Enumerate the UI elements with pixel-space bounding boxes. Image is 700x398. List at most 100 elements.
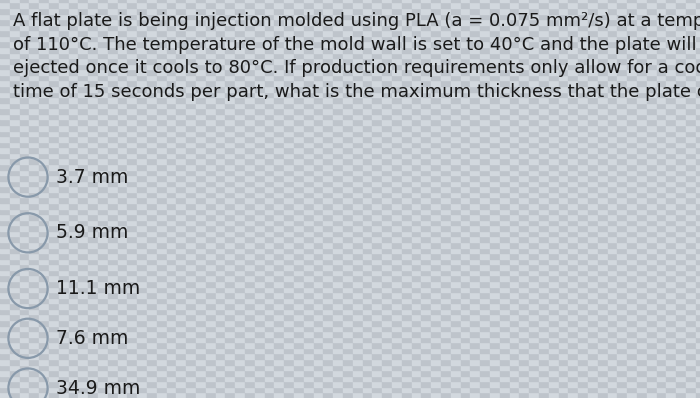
Bar bbox=[59, 80, 69, 86]
Bar bbox=[284, 303, 294, 309]
Bar bbox=[294, 75, 304, 80]
Bar bbox=[480, 253, 490, 259]
Bar bbox=[216, 47, 225, 53]
Bar bbox=[372, 103, 382, 108]
Bar bbox=[510, 348, 519, 353]
Bar bbox=[167, 2, 176, 8]
Bar bbox=[147, 275, 157, 281]
Bar bbox=[431, 92, 441, 97]
Bar bbox=[480, 36, 490, 41]
Bar bbox=[167, 209, 176, 214]
Bar bbox=[196, 108, 206, 114]
Bar bbox=[510, 64, 519, 69]
Bar bbox=[186, 203, 196, 209]
Bar bbox=[196, 392, 206, 398]
Bar bbox=[588, 125, 598, 131]
Bar bbox=[441, 86, 451, 92]
Bar bbox=[392, 108, 402, 114]
Bar bbox=[382, 387, 392, 392]
Bar bbox=[470, 248, 480, 253]
Bar bbox=[519, 275, 529, 281]
Bar bbox=[206, 298, 216, 303]
Bar bbox=[500, 326, 510, 331]
Bar bbox=[647, 248, 657, 253]
Bar bbox=[392, 147, 402, 153]
Bar bbox=[412, 287, 421, 292]
Bar bbox=[627, 8, 637, 14]
Bar bbox=[323, 365, 333, 370]
Bar bbox=[470, 64, 480, 69]
Bar bbox=[10, 253, 20, 259]
Bar bbox=[519, 314, 529, 320]
Bar bbox=[470, 114, 480, 119]
Bar bbox=[421, 320, 431, 326]
Bar bbox=[539, 381, 549, 387]
Bar bbox=[657, 119, 666, 125]
Bar bbox=[176, 353, 186, 359]
Bar bbox=[421, 209, 431, 214]
Bar bbox=[127, 153, 137, 158]
Bar bbox=[323, 58, 333, 64]
Bar bbox=[274, 203, 284, 209]
Bar bbox=[108, 365, 118, 370]
Bar bbox=[333, 303, 343, 309]
Bar bbox=[500, 264, 510, 270]
Bar bbox=[431, 365, 441, 370]
Bar bbox=[0, 75, 10, 80]
Bar bbox=[421, 2, 431, 8]
Bar bbox=[127, 231, 137, 236]
Bar bbox=[451, 231, 461, 236]
Bar bbox=[294, 131, 304, 136]
Bar bbox=[186, 392, 196, 398]
Bar bbox=[314, 370, 323, 376]
Bar bbox=[343, 114, 353, 119]
Bar bbox=[88, 259, 98, 264]
Bar bbox=[451, 381, 461, 387]
Bar bbox=[382, 264, 392, 270]
Bar bbox=[510, 14, 519, 19]
Bar bbox=[647, 236, 657, 242]
Bar bbox=[147, 170, 157, 175]
Bar bbox=[186, 2, 196, 8]
Bar bbox=[235, 2, 245, 8]
Bar bbox=[294, 365, 304, 370]
Bar bbox=[402, 298, 412, 303]
Bar bbox=[412, 203, 421, 209]
Bar bbox=[676, 242, 686, 248]
Bar bbox=[255, 348, 265, 353]
Bar bbox=[147, 242, 157, 248]
Bar bbox=[29, 153, 39, 158]
Bar bbox=[608, 103, 617, 108]
Bar bbox=[549, 309, 559, 314]
Bar bbox=[480, 359, 490, 365]
Bar bbox=[666, 253, 676, 259]
Bar bbox=[647, 114, 657, 119]
Bar bbox=[304, 97, 314, 103]
Bar bbox=[176, 342, 186, 348]
Bar bbox=[343, 41, 353, 47]
Bar bbox=[0, 142, 10, 147]
Bar bbox=[480, 214, 490, 220]
Bar bbox=[176, 108, 186, 114]
Bar bbox=[294, 186, 304, 192]
Bar bbox=[284, 147, 294, 153]
Bar bbox=[98, 387, 108, 392]
Bar bbox=[490, 270, 500, 275]
Bar bbox=[39, 259, 49, 264]
Bar bbox=[206, 376, 216, 381]
Bar bbox=[500, 58, 510, 64]
Bar bbox=[88, 270, 98, 275]
Bar bbox=[284, 186, 294, 192]
Bar bbox=[147, 97, 157, 103]
Bar bbox=[353, 30, 363, 36]
Bar bbox=[617, 8, 627, 14]
Bar bbox=[10, 58, 20, 64]
Bar bbox=[372, 75, 382, 80]
Bar bbox=[500, 365, 510, 370]
Bar bbox=[245, 242, 255, 248]
Bar bbox=[294, 25, 304, 30]
Bar bbox=[216, 381, 225, 387]
Bar bbox=[696, 220, 700, 225]
Bar bbox=[245, 192, 255, 197]
Bar bbox=[78, 214, 88, 220]
